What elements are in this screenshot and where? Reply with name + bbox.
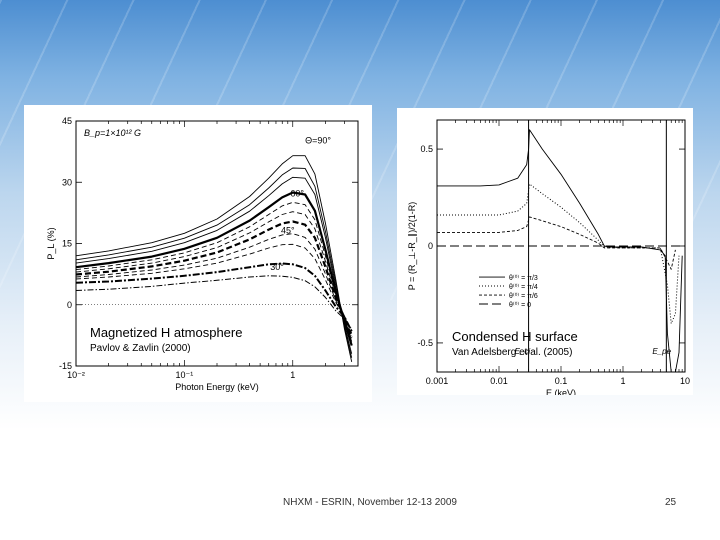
right-caption-reference: Van Adelsberg et al. (2005) (452, 347, 573, 358)
left-x-tick-label: 1 (290, 370, 295, 380)
right-y-axis-label: P = (R_⊥-R_∥)/2(1-R) (407, 202, 417, 290)
right-vline-label: E_ci (515, 347, 531, 356)
right-x-tick-label: 0.01 (490, 376, 508, 386)
left-angle-label: 60° (290, 189, 304, 199)
right-legend-label: θ⁽⁰⁾ = 0 (509, 301, 531, 309)
left-series-line-3 (75, 191, 353, 346)
left-x-tick-label: 10⁻¹ (175, 370, 193, 380)
left-y-tick-label: 15 (62, 239, 72, 249)
left-y-axis-label: P_L (%) (46, 227, 56, 259)
polarization-surface-chart: -0.5 0 0.5 0.001 0.01 0.1 1 10 E (keV) P = (R_⊥-R… (407, 119, 690, 398)
left-series-line-9 (75, 262, 353, 332)
left-caption-title: Magnetized H atmosphere (90, 325, 243, 340)
left-series-line-4 (75, 201, 353, 342)
left-x-axis-label: Photon Energy (keV) (175, 382, 259, 392)
slide-number: 25 (665, 497, 677, 508)
right-x-tick-label: 0.1 (555, 376, 568, 386)
left-angle-label: 30° (270, 262, 284, 272)
left-series-line-5 (75, 211, 353, 340)
left-caption-reference: Pavlov & Zavlin (2000) (90, 343, 191, 354)
right-series-line-0 (437, 129, 683, 373)
left-field-label: B_p=1×10¹² G (84, 128, 141, 138)
left-series-line-0 (75, 155, 353, 362)
right-vline-label: E_pe (652, 347, 671, 356)
right-x-tick-label: 10 (680, 376, 690, 386)
right-legend-label: θ⁽⁰⁾ = π/6 (509, 292, 538, 300)
polarization-atmosphere-chart: -15 0 15 30 45 10⁻² 10⁻¹ 1 Photon Energy (keV) P_… (46, 116, 359, 392)
right-figure-panel: -0.5 0 0.5 0.001 0.01 0.1 1 10 E (keV) P = (R_⊥-R… (397, 108, 693, 398)
right-y-tick-label: 0 (428, 241, 433, 251)
left-y-tick-label: 0 (67, 300, 72, 310)
left-series-line-6 (75, 220, 353, 338)
left-series-line-2 (75, 176, 353, 354)
left-figure-panel: -15 0 15 30 45 10⁻² 10⁻¹ 1 Photon Energy (keV) P_… (24, 105, 372, 402)
right-legend-label: θ⁽⁰⁾ = π/3 (509, 274, 538, 282)
left-series-line-1 (75, 167, 353, 358)
right-series-line-2 (437, 216, 676, 270)
left-y-tick-label: 30 (62, 177, 72, 187)
right-y-tick-label: -0.5 (417, 338, 433, 348)
left-angle-label: 45° (281, 225, 295, 235)
left-angle-label: Θ=90° (305, 135, 331, 145)
right-legend-label: θ⁽⁰⁾ = π/4 (509, 283, 538, 291)
left-x-tick-label: 10⁻² (67, 370, 85, 380)
left-series-line-7 (75, 233, 353, 336)
right-series-line-1 (437, 183, 680, 324)
footer-event: NHXM - ESRIN, November 12-13 2009 (283, 497, 457, 508)
left-series-line-8 (75, 243, 353, 334)
left-y-tick-label: 45 (62, 116, 72, 126)
right-x-axis-label: E (keV) (546, 388, 576, 395)
right-y-tick-label: 0.5 (420, 144, 433, 154)
right-x-tick-label: 0.001 (426, 376, 449, 386)
right-x-tick-label: 1 (620, 376, 625, 386)
left-y-tick-label: -15 (59, 361, 72, 371)
left-series-line-10 (75, 275, 353, 330)
right-caption-title: Condensed H surface (452, 329, 578, 344)
